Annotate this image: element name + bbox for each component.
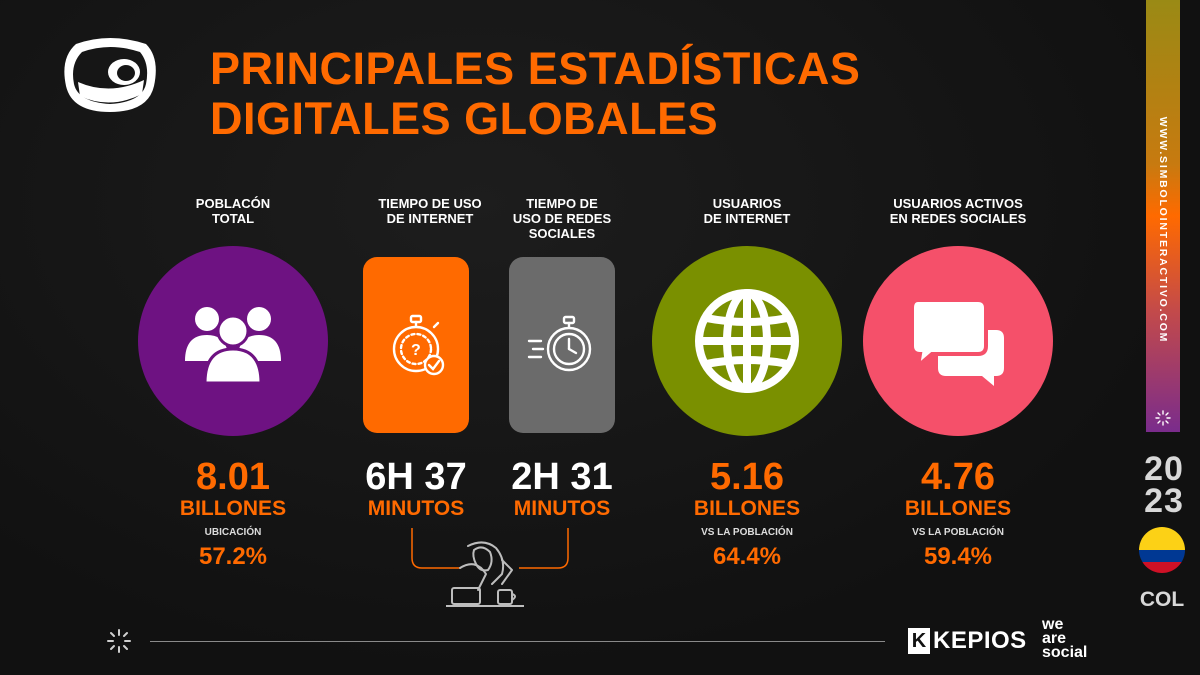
internet-users-note: VS LA POBLACIÓN xyxy=(701,527,793,538)
population-percent: 57.2% xyxy=(198,543,268,570)
internet-users-value: 5.16 xyxy=(710,456,784,498)
stopwatch-check-icon: ? xyxy=(392,314,445,376)
social-time-value: 2H 31 xyxy=(511,456,613,498)
population-circle xyxy=(138,246,328,436)
kepios-wordmark: KEPIOS xyxy=(933,627,1027,654)
stat-social-users: USUARIOS ACTIVOS EN REDES SOCIALES xyxy=(858,196,1058,226)
social-users-value: 4.76 xyxy=(921,456,995,498)
population-unit: BILLONES xyxy=(179,497,287,520)
chat-bubbles-icon xyxy=(910,298,1004,386)
sparkle-icon xyxy=(107,629,131,653)
social-users-unit: BILLONES xyxy=(904,497,1012,520)
people-group-icon xyxy=(185,307,281,383)
title-line-2: DIGITALES GLOBALES xyxy=(210,93,719,144)
social-users-circle xyxy=(863,246,1053,436)
country-code: COL xyxy=(1139,588,1185,611)
stat-social-time: TIEMPO DE USO DE REDES SOCIALES xyxy=(492,196,632,241)
stat-label: POBLACÓN TOTAL xyxy=(195,196,271,226)
year-label: 20 23 xyxy=(1144,450,1184,520)
brand-logo xyxy=(64,38,156,112)
social-time-unit: MINUTOS xyxy=(513,497,611,520)
social-users-percent: 59.4% xyxy=(923,543,993,570)
time-bracket xyxy=(411,528,569,569)
stat-label: USUARIOS ACTIVOS EN REDES SOCIALES xyxy=(889,196,1027,226)
title-line-1: PRINCIPALES ESTADÍSTICAS xyxy=(210,43,861,94)
stat-internet-time: TIEMPO DE USO DE INTERNET xyxy=(340,196,520,226)
fast-stopwatch-icon xyxy=(527,315,592,372)
tired-worker-icon xyxy=(446,541,524,607)
website-url[interactable]: WWW.SIMBOLOINTERACTIVO.COM xyxy=(1146,50,1180,410)
footer-divider xyxy=(150,641,885,642)
internet-users-unit: BILLONES xyxy=(693,497,801,520)
colombia-flag-icon xyxy=(1139,527,1185,573)
population-value: 8.01 xyxy=(196,456,270,498)
internet-users-circle xyxy=(652,246,842,436)
internet-time-value: 6H 37 xyxy=(365,456,467,498)
sidebar-gradient-bar xyxy=(1146,0,1180,432)
sparkle-icon xyxy=(1155,410,1171,426)
kepios-mark: K xyxy=(908,628,930,654)
kepios-logo: K KEPIOS xyxy=(908,627,1027,655)
internet-users-percent: 64.4% xyxy=(712,543,782,570)
stat-label: TIEMPO DE USO DE INTERNET xyxy=(378,196,482,226)
social-users-note: VS LA POBLACIÓN xyxy=(912,527,1004,538)
stat-internet-users: USUARIOS DE INTERNET xyxy=(652,196,842,226)
website-url-text[interactable]: WWW.SIMBOLOINTERACTIVO.COM xyxy=(1157,116,1170,344)
social-time-card xyxy=(509,257,615,433)
globe-icon xyxy=(695,289,799,393)
we-are-social-logo: we are social xyxy=(1042,616,1088,661)
population-note: UBICACIÓN xyxy=(204,527,262,538)
svg-text:?: ? xyxy=(411,342,421,359)
stat-label: USUARIOS DE INTERNET xyxy=(703,196,791,226)
internet-time-card: ? xyxy=(363,257,469,433)
page-title: PRINCIPALES ESTADÍSTICAS DIGITALES GLOBA… xyxy=(210,44,860,144)
stat-population: POBLACÓN TOTAL xyxy=(138,196,328,226)
internet-time-unit: MINUTOS xyxy=(367,497,465,520)
stat-label: TIEMPO DE USO DE REDES SOCIALES xyxy=(512,196,612,241)
